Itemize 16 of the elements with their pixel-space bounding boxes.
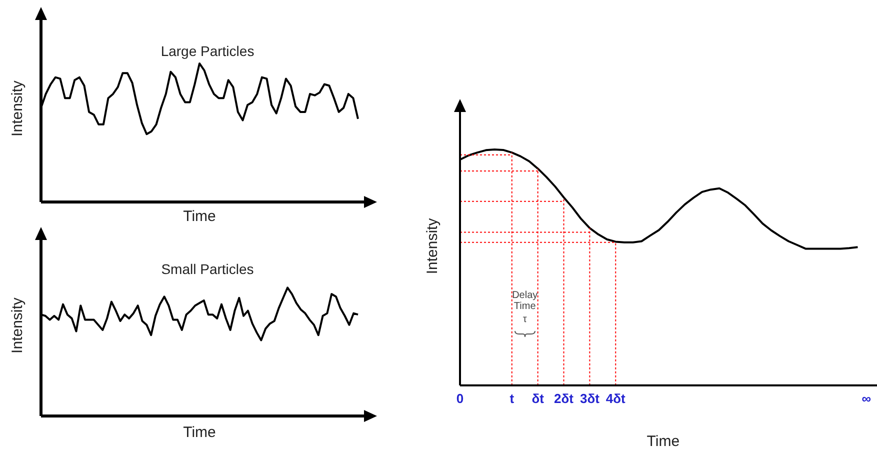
chart-title: Large Particles: [160, 42, 254, 59]
y-axis-title: Intensity: [424, 218, 442, 274]
annotation: τ: [522, 314, 527, 326]
y-axis-title: Intensity: [9, 297, 26, 354]
x-tick-label: 2δt: [554, 390, 574, 406]
chart-title: Small Particles: [161, 260, 254, 277]
x-axis-title: Time: [183, 424, 216, 442]
x-tick-label: 0: [456, 390, 464, 406]
x-tick-label: 3δt: [580, 390, 600, 406]
x-axis-title: Time: [646, 433, 680, 450]
x-tick-label: δt: [532, 390, 545, 406]
x-tick-label: t: [510, 390, 515, 406]
x-axis-title: Time: [183, 208, 216, 226]
x-tick-label: ∞: [862, 390, 872, 406]
y-axis-title: Intensity: [9, 80, 26, 136]
x-tick-label: 4δt: [606, 390, 626, 406]
